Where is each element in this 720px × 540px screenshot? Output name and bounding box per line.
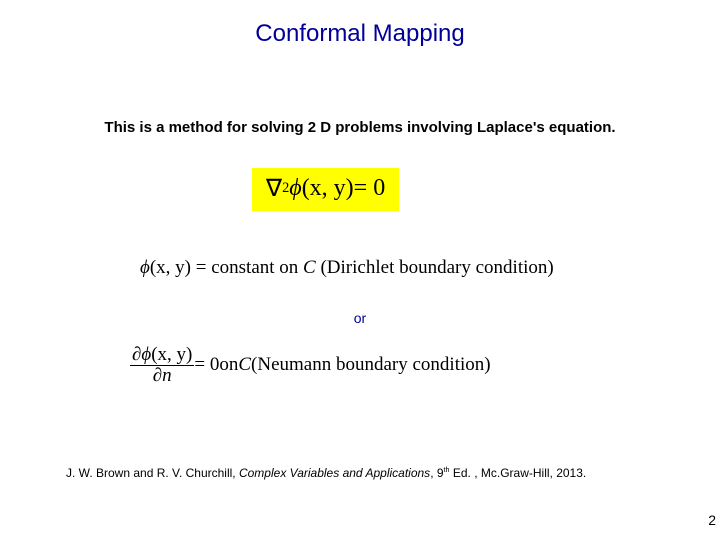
args-3: (x, y) [151, 344, 192, 365]
page-number: 2 [708, 512, 716, 528]
phi-1: ϕ [289, 175, 301, 202]
nabla-sup: 2 [282, 180, 289, 197]
args-1: (x, y) [302, 175, 354, 202]
neumann-note: (Neumann boundary condition) [251, 354, 491, 376]
partial-bot: ∂ [153, 365, 162, 386]
page-title: Conformal Mapping [0, 20, 720, 48]
title-text: Conformal Mapping [255, 20, 464, 47]
ref-tail1: , 9 [430, 466, 443, 480]
on-1: on [275, 257, 304, 278]
ref-book: Complex Variables and Applications [239, 466, 430, 480]
or-text: or [354, 310, 366, 326]
on-2: on [219, 354, 238, 376]
C-2: C [238, 354, 251, 376]
C-1: C [303, 257, 316, 278]
reference: J. W. Brown and R. V. Churchill, Complex… [66, 465, 586, 480]
laplace-equation: ∇2ϕ(x, y) = 0 [252, 168, 399, 211]
dirichlet-note: (Dirichlet boundary condition) [316, 257, 554, 278]
eq-zero-2: = 0 [194, 354, 219, 376]
neumann-frac: ∂ϕ(x, y) ∂n [130, 345, 194, 386]
slide: Conformal Mapping This is a method for s… [0, 0, 720, 540]
args-2: (x, y) [150, 257, 191, 278]
frac-den: ∂n [151, 366, 174, 386]
eq-const: = constant [191, 257, 275, 278]
or-label: or [0, 310, 720, 326]
laplace-expr: ∇2ϕ(x, y) = 0 [266, 174, 385, 203]
ref-tail2: Ed. , Mc.Graw-Hill, 2013. [450, 466, 587, 480]
partial-top: ∂ [132, 344, 141, 365]
phi-3: ϕ [141, 344, 151, 365]
subtitle: This is a method for solving 2 D problem… [0, 119, 720, 136]
nabla: ∇ [266, 174, 282, 203]
eq-zero-1: = 0 [354, 175, 386, 202]
frac-num: ∂ϕ(x, y) [130, 345, 194, 365]
phi-2: ϕ [140, 257, 150, 278]
dirichlet-line: ϕ(x, y) = constant on C (Dirichlet bound… [140, 257, 554, 279]
ref-authors: J. W. Brown and R. V. Churchill, [66, 466, 239, 480]
denom-n: n [162, 365, 172, 386]
pagenum-text: 2 [708, 512, 716, 528]
neumann-line: ∂ϕ(x, y) ∂n = 0 on C (Neumann boundary c… [130, 345, 491, 386]
subtitle-text: This is a method for solving 2 D problem… [104, 119, 615, 136]
